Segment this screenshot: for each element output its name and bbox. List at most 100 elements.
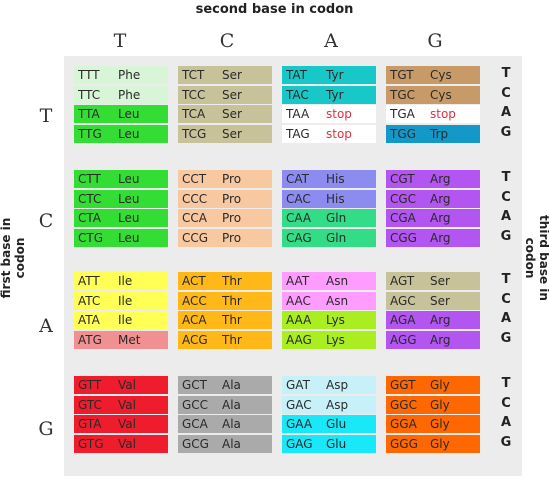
codon-text: CCT (182, 172, 207, 186)
amino-acid-label: Leu (118, 107, 140, 121)
codon-cell: TCG Ser (178, 124, 272, 143)
codon-cell: TGG Trp (386, 124, 480, 143)
codon-text: GTC (78, 397, 102, 412)
codon-text: TTC (78, 87, 101, 102)
stop-codon-label: stop (326, 126, 352, 141)
codon-text: CTC (78, 191, 102, 206)
amino-acid-label: Ala (222, 417, 241, 431)
codon-text: CGG (390, 230, 417, 245)
codon-text: ACC (182, 293, 207, 308)
codon-cell: TGA stop (386, 105, 480, 123)
codon-text: AAT (286, 274, 310, 288)
codon-cell: CCT Pro (178, 170, 272, 188)
third-base-label: A (500, 311, 512, 326)
second-base-header-t: T (113, 30, 127, 52)
codon-text: TAG (286, 126, 310, 141)
codon-cell: CGC Arg (386, 189, 480, 208)
amino-acid-label: Cys (430, 68, 452, 82)
amino-acid-label: Arg (430, 332, 451, 347)
amino-acid-label: Pro (222, 191, 242, 206)
codon-text: TGT (390, 68, 414, 82)
codon-cell: ATC Ile (74, 291, 168, 310)
codon-cell: GTA Val (74, 415, 168, 433)
amino-acid-label: Gly (430, 436, 450, 451)
amino-acid-label: Pro (222, 211, 242, 225)
amino-acid-label: Thr (222, 274, 242, 288)
codon-text: TCA (182, 107, 206, 121)
codon-cell: AGA Arg (386, 311, 480, 329)
codon-text: CGT (390, 172, 415, 186)
amino-acid-label: Asp (326, 397, 349, 412)
codon-text: ATG (78, 332, 102, 347)
amino-acid-label: Pro (222, 172, 242, 186)
codon-cell: GAC Asp (282, 395, 376, 414)
codon-cell: AGC Ser (386, 291, 480, 310)
codon-text: TCG (182, 126, 207, 141)
amino-acid-label: Ser (222, 87, 242, 102)
amino-acid-label: Pro (222, 230, 242, 245)
second-base-header-c: C (219, 30, 235, 52)
codon-text: AGC (390, 293, 416, 308)
first-base-header-c: C (38, 210, 54, 232)
third-base-label: C (501, 291, 511, 307)
codon-text: AAG (286, 332, 312, 347)
third-base-label: T (501, 272, 511, 287)
amino-acid-label: Ala (222, 436, 241, 451)
amino-acid-label: Gly (430, 417, 450, 431)
codon-text: AAA (286, 313, 312, 327)
amino-acid-label: Ser (222, 107, 242, 121)
amino-acid-label: Thr (222, 293, 242, 308)
codon-text: GAA (286, 417, 313, 431)
first-base-header-a: A (39, 315, 53, 337)
codon-text: CAA (286, 211, 312, 225)
codon-text: TGC (390, 87, 416, 102)
third-base-label: A (500, 415, 512, 430)
stop-codon-label: stop (326, 107, 352, 121)
codon-text: ACT (182, 274, 206, 288)
codon-cell: ATG Met (74, 330, 168, 349)
codon-text: ACA (182, 313, 207, 327)
codon-text: CCG (182, 230, 209, 245)
third-base-title: third base in codon (523, 215, 549, 301)
codon-text: GGG (390, 436, 418, 451)
codon-cell: GTG Val (74, 434, 168, 453)
third-base-label: G (500, 124, 512, 140)
codon-text: TCC (182, 87, 206, 102)
second-base-title: second base in codon (195, 2, 354, 17)
codon-cell: CCC Pro (178, 189, 272, 208)
codon-cell: TGT Cys (386, 66, 480, 84)
codon-cell: CTC Leu (74, 189, 168, 208)
amino-acid-label: Arg (430, 211, 451, 225)
amino-acid-label: Arg (430, 313, 451, 327)
amino-acid-label: Ala (222, 378, 241, 392)
amino-acid-label: Ile (118, 293, 133, 308)
codon-cell: ACG Thr (178, 330, 272, 349)
codon-cell: GCC Ala (178, 395, 272, 414)
codon-text: GAG (286, 436, 313, 451)
amino-acid-label: Gln (326, 211, 347, 225)
codon-cell: GCG Ala (178, 434, 272, 453)
codon-cell: CTA Leu (74, 209, 168, 227)
codon-cell: GGC Gly (386, 395, 480, 414)
codon-text: TTT (78, 68, 100, 82)
third-base-label: G (500, 228, 512, 244)
amino-acid-label: Leu (118, 211, 140, 225)
codon-cell: AAA Lys (282, 311, 376, 329)
codon-cell: GTT Val (74, 376, 168, 394)
codon-cell: GAT Asp (282, 376, 376, 394)
codon-cell: TTG Leu (74, 124, 168, 143)
amino-acid-label: Tyr (326, 87, 344, 102)
codon-text: GTG (78, 436, 104, 451)
codon-cell: TAA stop (282, 105, 376, 123)
codon-cell: GCT Ala (178, 376, 272, 394)
codon-text: GCG (182, 436, 209, 451)
amino-acid-label: Leu (118, 126, 140, 141)
amino-acid-label: Gln (326, 230, 347, 245)
amino-acid-label: Ser (222, 126, 242, 141)
second-base-header-a: A (324, 30, 338, 52)
amino-acid-label: Lys (326, 313, 345, 327)
codon-text: AGA (390, 313, 416, 327)
amino-acid-label: Phe (118, 68, 141, 82)
codon-text: AGT (390, 274, 415, 288)
codon-text: GCA (182, 417, 208, 431)
